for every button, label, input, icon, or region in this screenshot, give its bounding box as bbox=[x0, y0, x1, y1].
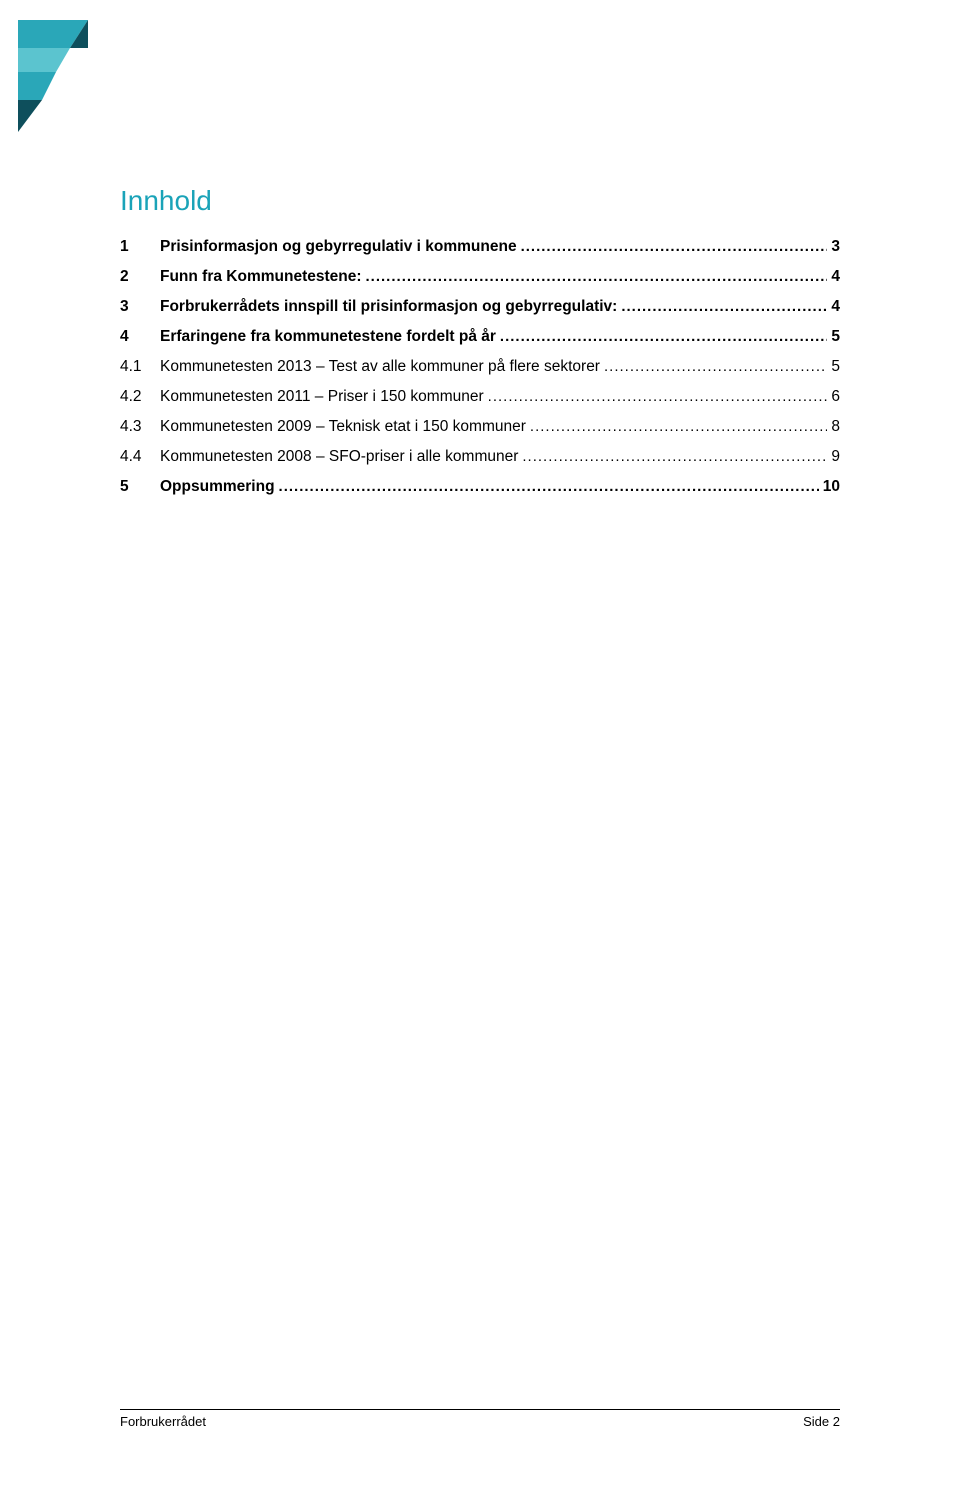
toc-leader-dots bbox=[621, 295, 827, 319]
toc-entry-page: 3 bbox=[831, 235, 840, 259]
toc-entry[interactable]: 2Funn fra Kommunetestene: 4 bbox=[120, 265, 840, 289]
footer-left: Forbrukerrådet bbox=[120, 1414, 206, 1429]
toc-entry-page: 5 bbox=[831, 355, 840, 379]
toc-entry-number: 4.1 bbox=[120, 355, 160, 379]
toc-entry[interactable]: 3Forbrukerrådets innspill til prisinform… bbox=[120, 295, 840, 319]
toc-entry-number: 4.3 bbox=[120, 415, 160, 439]
page: Innhold 1Prisinformasjon og gebyrregulat… bbox=[0, 0, 960, 1489]
toc-entry-number: 1 bbox=[120, 235, 160, 259]
toc-entry-page: 10 bbox=[823, 475, 840, 499]
toc-entry-number: 4 bbox=[120, 325, 160, 349]
toc-entry-label: Kommunetesten 2011 – Priser i 150 kommun… bbox=[160, 385, 484, 409]
footer-right: Side 2 bbox=[803, 1414, 840, 1429]
toc-entry[interactable]: 4.3Kommunetesten 2009 – Teknisk etat i 1… bbox=[120, 415, 840, 439]
toc-entry-page: 4 bbox=[831, 295, 840, 319]
toc-entry[interactable]: 4Erfaringene fra kommunetestene fordelt … bbox=[120, 325, 840, 349]
footer: Forbrukerrådet Side 2 bbox=[120, 1409, 840, 1429]
toc-entry-number: 3 bbox=[120, 295, 160, 319]
toc-entry-label: Forbrukerrådets innspill til prisinforma… bbox=[160, 295, 617, 319]
toc-entry-number: 2 bbox=[120, 265, 160, 289]
toc-entry-number: 4.4 bbox=[120, 445, 160, 469]
toc-leader-dots bbox=[522, 445, 827, 469]
table-of-contents: 1Prisinformasjon og gebyrregulativ i kom… bbox=[120, 235, 840, 499]
toc-entry[interactable]: 4.1Kommunetesten 2013 – Test av alle kom… bbox=[120, 355, 840, 379]
toc-title: Innhold bbox=[120, 185, 840, 217]
toc-entry[interactable]: 1Prisinformasjon og gebyrregulativ i kom… bbox=[120, 235, 840, 259]
toc-entry-page: 9 bbox=[831, 445, 840, 469]
logo bbox=[0, 10, 110, 145]
toc-entry-label: Oppsummering bbox=[160, 475, 275, 499]
toc-leader-dots bbox=[488, 385, 828, 409]
toc-entry[interactable]: 5Oppsummering 10 bbox=[120, 475, 840, 499]
toc-entry-page: 4 bbox=[831, 265, 840, 289]
toc-entry-label: Funn fra Kommunetestene: bbox=[160, 265, 362, 289]
content-area: Innhold 1Prisinformasjon og gebyrregulat… bbox=[120, 185, 840, 505]
toc-leader-dots bbox=[604, 355, 827, 379]
toc-leader-dots bbox=[500, 325, 827, 349]
toc-entry-label: Erfaringene fra kommunetestene fordelt p… bbox=[160, 325, 496, 349]
toc-entry[interactable]: 4.4Kommunetesten 2008 – SFO-priser i all… bbox=[120, 445, 840, 469]
toc-entry-label: Kommunetesten 2008 – SFO-priser i alle k… bbox=[160, 445, 518, 469]
toc-entry-label: Kommunetesten 2009 – Teknisk etat i 150 … bbox=[160, 415, 526, 439]
toc-leader-dots bbox=[530, 415, 827, 439]
footer-rule bbox=[120, 1409, 840, 1410]
toc-entry-number: 4.2 bbox=[120, 385, 160, 409]
toc-entry[interactable]: 4.2Kommunetesten 2011 – Priser i 150 kom… bbox=[120, 385, 840, 409]
toc-entry-label: Prisinformasjon og gebyrregulativ i komm… bbox=[160, 235, 517, 259]
toc-leader-dots bbox=[279, 475, 819, 499]
footer-row: Forbrukerrådet Side 2 bbox=[120, 1414, 840, 1429]
toc-entry-number: 5 bbox=[120, 475, 160, 499]
toc-leader-dots bbox=[521, 235, 828, 259]
toc-entry-page: 6 bbox=[831, 385, 840, 409]
toc-leader-dots bbox=[366, 265, 828, 289]
toc-entry-label: Kommunetesten 2013 – Test av alle kommun… bbox=[160, 355, 600, 379]
toc-entry-page: 5 bbox=[831, 325, 840, 349]
toc-entry-page: 8 bbox=[831, 415, 840, 439]
